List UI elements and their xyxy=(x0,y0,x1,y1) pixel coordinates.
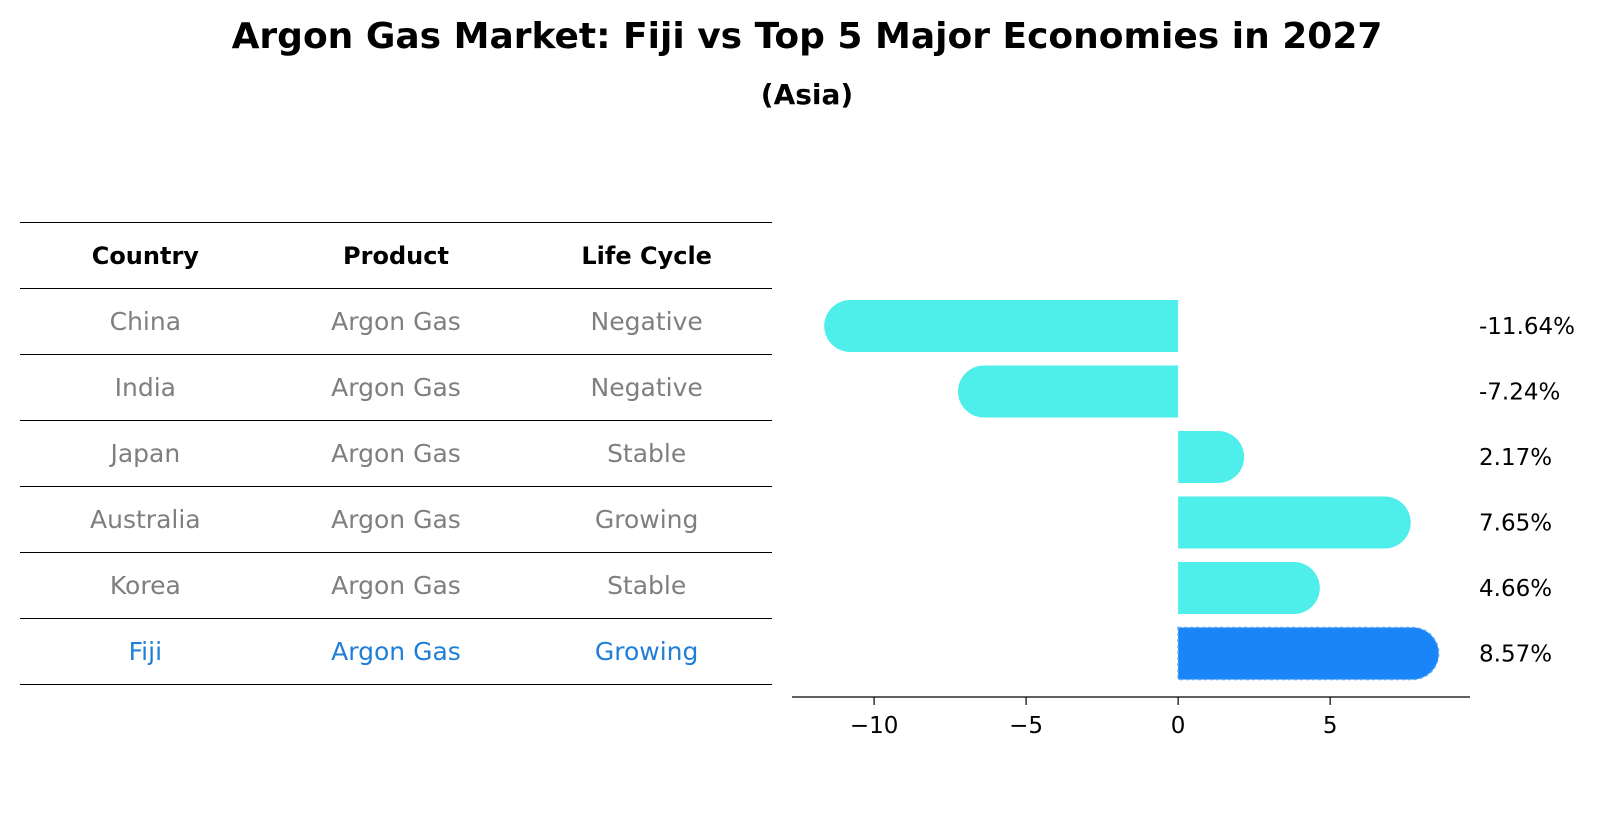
cell-product: Argon Gas xyxy=(270,552,522,619)
bar-shape xyxy=(1178,562,1320,614)
x-tick-label: 5 xyxy=(1323,713,1338,739)
cell-country: Australia xyxy=(20,486,271,553)
table-row: China Argon Gas Negative xyxy=(20,288,772,355)
table-row: Korea Argon Gas Stable xyxy=(20,552,772,619)
cell-country: Korea xyxy=(20,552,271,619)
value-label: -7.24% xyxy=(1479,380,1560,406)
cell-life-cycle: Negative xyxy=(521,354,772,421)
cell-life-cycle: Growing xyxy=(521,618,772,685)
chart-subtitle: (Asia) xyxy=(760,78,854,111)
cell-life-cycle: Stable xyxy=(521,552,772,619)
cell-product: Argon Gas xyxy=(270,288,522,355)
cell-life-cycle: Stable xyxy=(521,420,772,487)
bar-shape xyxy=(1177,626,1440,681)
value-label: 4.66% xyxy=(1479,576,1552,602)
table-row-highlight: Fiji Argon Gas Growing xyxy=(20,618,772,685)
cell-country: Fiji xyxy=(20,618,271,685)
cell-country: China xyxy=(20,288,271,355)
cell-country: India xyxy=(20,354,271,421)
cell-product: Argon Gas xyxy=(270,354,522,421)
cell-product: Argon Gas xyxy=(270,420,522,487)
table-header-row: Country Product Life Cycle xyxy=(20,222,772,289)
chart-title: Argon Gas Market: Fiji vs Top 5 Major Ec… xyxy=(231,16,1383,57)
header-product: Product xyxy=(270,222,522,289)
bar-india xyxy=(958,365,1179,418)
bar-shape xyxy=(1178,431,1245,483)
x-tick-label: −5 xyxy=(1009,713,1043,739)
table-row: Japan Argon Gas Stable xyxy=(20,420,772,487)
header-life-cycle: Life Cycle xyxy=(521,222,772,289)
cell-country: Japan xyxy=(20,420,271,487)
value-label: 2.17% xyxy=(1479,445,1552,471)
market-table: Country Product Life Cycle China Argon G… xyxy=(20,222,772,685)
table-row: Australia Argon Gas Growing xyxy=(20,486,772,553)
x-tick-label: 0 xyxy=(1171,713,1186,739)
cell-life-cycle: Negative xyxy=(521,288,772,355)
value-label: 8.57% xyxy=(1479,642,1552,668)
x-tick-label: −10 xyxy=(850,713,899,739)
bar-australia xyxy=(1178,496,1411,549)
bar-japan xyxy=(1178,431,1245,483)
bar-shape xyxy=(1178,496,1411,549)
cell-life-cycle: Growing xyxy=(521,486,772,553)
table-row: India Argon Gas Negative xyxy=(20,354,772,421)
bar-shape xyxy=(824,300,1179,352)
bar-korea xyxy=(1178,562,1320,614)
value-label: 7.65% xyxy=(1479,511,1552,537)
bar-china xyxy=(824,300,1179,352)
bar-shape xyxy=(958,365,1179,418)
bar-fiji xyxy=(1177,626,1440,681)
value-label: -11.64% xyxy=(1479,314,1575,340)
header-country: Country xyxy=(20,222,271,289)
cell-product: Argon Gas xyxy=(270,618,522,685)
cell-product: Argon Gas xyxy=(270,486,522,553)
